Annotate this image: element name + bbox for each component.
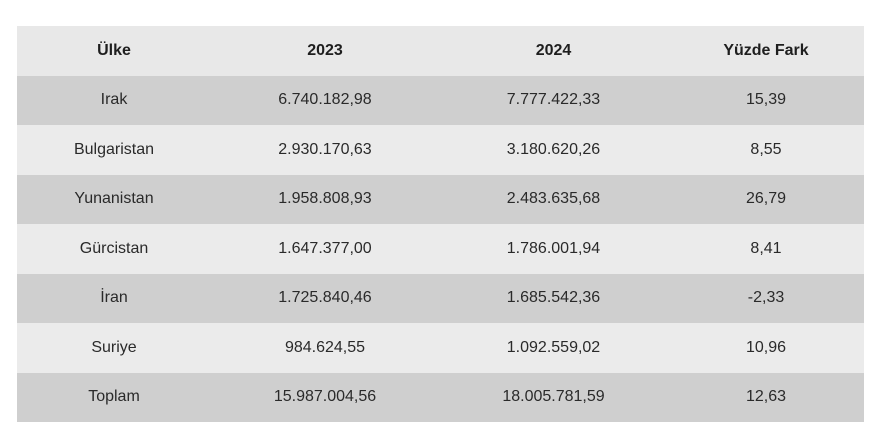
cell-percent-diff: -2,33 — [668, 273, 864, 323]
table-body: Irak 6.740.182,98 7.777.422,33 15,39 Bul… — [17, 75, 864, 422]
cell-value-2024: 1.685.542,36 — [439, 273, 668, 323]
table-row: Irak 6.740.182,98 7.777.422,33 15,39 — [17, 75, 864, 125]
cell-value-2023: 15.987.004,56 — [211, 372, 439, 422]
cell-country: Yunanistan — [17, 174, 211, 224]
cell-percent-diff: 26,79 — [668, 174, 864, 224]
country-comparison-table: Ülke 2023 2024 Yüzde Fark Irak 6.740.182… — [17, 26, 864, 422]
cell-country: Toplam — [17, 372, 211, 422]
cell-value-2024: 1.092.559,02 — [439, 323, 668, 373]
table-row: Gürcistan 1.647.377,00 1.786.001,94 8,41 — [17, 224, 864, 274]
cell-value-2023: 1.647.377,00 — [211, 224, 439, 274]
cell-country: Irak — [17, 75, 211, 125]
table-row: İran 1.725.840,46 1.685.542,36 -2,33 — [17, 273, 864, 323]
cell-value-2023: 1.725.840,46 — [211, 273, 439, 323]
cell-value-2024: 3.180.620,26 — [439, 125, 668, 175]
cell-value-2023: 1.958.808,93 — [211, 174, 439, 224]
cell-country: Suriye — [17, 323, 211, 373]
cell-percent-diff: 8,41 — [668, 224, 864, 274]
header-year-2024: 2024 — [439, 26, 668, 76]
cell-value-2023: 2.930.170,63 — [211, 125, 439, 175]
table-row-total: Toplam 15.987.004,56 18.005.781,59 12,63 — [17, 372, 864, 422]
cell-value-2024: 7.777.422,33 — [439, 75, 668, 125]
cell-value-2024: 1.786.001,94 — [439, 224, 668, 274]
cell-percent-diff: 8,55 — [668, 125, 864, 175]
cell-percent-diff: 10,96 — [668, 323, 864, 373]
cell-country: Bulgaristan — [17, 125, 211, 175]
header-country: Ülke — [17, 26, 211, 76]
export-table-container: Ülke 2023 2024 Yüzde Fark Irak 6.740.182… — [17, 26, 864, 422]
cell-value-2023: 6.740.182,98 — [211, 75, 439, 125]
table-header: Ülke 2023 2024 Yüzde Fark — [17, 26, 864, 76]
cell-percent-diff: 15,39 — [668, 75, 864, 125]
cell-value-2023: 984.624,55 — [211, 323, 439, 373]
table-row: Yunanistan 1.958.808,93 2.483.635,68 26,… — [17, 174, 864, 224]
header-year-2023: 2023 — [211, 26, 439, 76]
header-percent-diff: Yüzde Fark — [668, 26, 864, 76]
cell-country: İran — [17, 273, 211, 323]
cell-value-2024: 18.005.781,59 — [439, 372, 668, 422]
cell-percent-diff: 12,63 — [668, 372, 864, 422]
header-row: Ülke 2023 2024 Yüzde Fark — [17, 26, 864, 76]
cell-value-2024: 2.483.635,68 — [439, 174, 668, 224]
table-row: Bulgaristan 2.930.170,63 3.180.620,26 8,… — [17, 125, 864, 175]
cell-country: Gürcistan — [17, 224, 211, 274]
table-row: Suriye 984.624,55 1.092.559,02 10,96 — [17, 323, 864, 373]
